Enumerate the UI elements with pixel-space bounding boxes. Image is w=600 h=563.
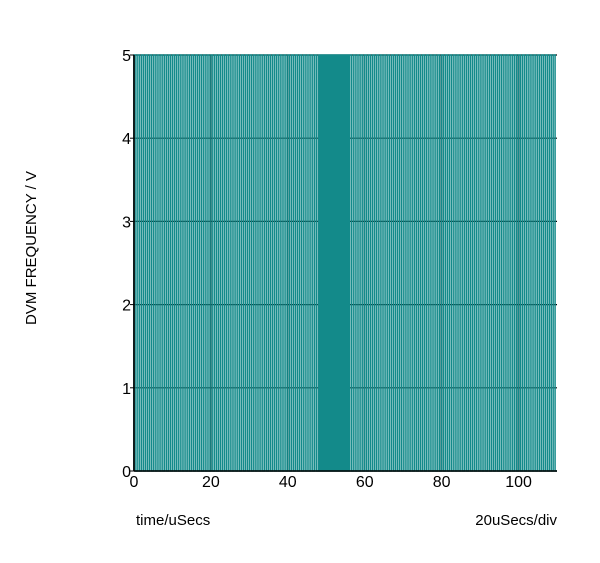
y-tick-label-5: 5: [122, 48, 131, 65]
y-tick-labels: 0 1 2 3 4 5: [122, 48, 131, 481]
square-wave-series: [133, 54, 557, 472]
y-tick-label-3: 3: [122, 214, 131, 231]
x-tick-label-5: 100: [505, 474, 532, 491]
x-tick-label-0: 0: [130, 474, 139, 491]
x-axis-title: time/uSecs: [136, 512, 210, 529]
x-tick-label-1: 20: [202, 474, 220, 491]
y-tick-label-2: 2: [122, 298, 131, 315]
y-axis-title: DVM FREQUENCY / V: [23, 171, 40, 325]
x-tick-labels: 0 20 40 60 80 100: [130, 474, 532, 491]
y-tick-label-0: 0: [122, 464, 131, 481]
y-tick-label-1: 1: [122, 381, 131, 398]
x-tick-label-2: 40: [279, 474, 297, 491]
y-tick-label-4: 4: [122, 131, 131, 148]
signal-trace: [133, 54, 557, 472]
x-tick-label-4: 80: [433, 474, 451, 491]
axes: [130, 54, 557, 472]
x-scale-note: 20uSecs/div: [475, 512, 557, 529]
x-tick-label-3: 60: [356, 474, 374, 491]
